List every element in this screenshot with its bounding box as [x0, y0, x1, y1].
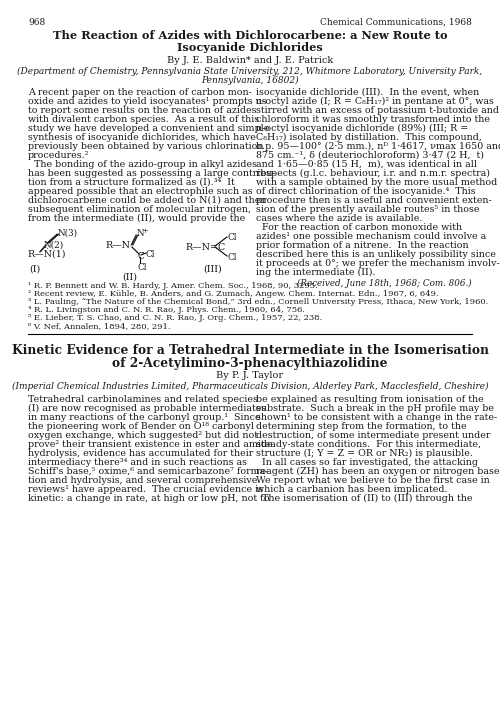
Text: the pioneering work of Bender on O¹⁸ carbonyl: the pioneering work of Bender on O¹⁸ car…: [28, 422, 254, 431]
Text: appeared possible that an electrophile such as: appeared possible that an electrophile s…: [28, 187, 252, 196]
Text: Cl: Cl: [146, 250, 156, 259]
Text: By P. J. Taylor: By P. J. Taylor: [216, 371, 284, 380]
Text: n-octyl azide (I; R = C₈H₁₇)² in pentane at 0°, was: n-octyl azide (I; R = C₈H₁₇)² in pentane…: [256, 97, 494, 106]
Text: in many reactions of the carbonyl group.¹  Since: in many reactions of the carbonyl group.…: [28, 413, 260, 422]
Text: (Department of Chemistry, Pennsylvania State University, 212, Whitmore Laborator: (Department of Chemistry, Pennsylvania S…: [18, 67, 482, 76]
Text: reagent (ZH) has been an oxygen or nitrogen base.: reagent (ZH) has been an oxygen or nitro…: [256, 467, 500, 476]
Text: it proceeds at 0°; we prefer the mechanism involv-: it proceeds at 0°; we prefer the mechani…: [256, 259, 500, 268]
Text: synthesis of isocyanide dichlorides, which have: synthesis of isocyanide dichlorides, whi…: [28, 133, 256, 142]
Text: The bonding of the azido-group in alkyl azides: The bonding of the azido-group in alkyl …: [28, 160, 257, 169]
Text: from the intermediate (II), would provide the: from the intermediate (II), would provid…: [28, 214, 245, 223]
Text: (I): (I): [30, 265, 40, 274]
Text: Pennsylvania, 16802): Pennsylvania, 16802): [201, 76, 299, 85]
Text: of direct chlorination of the isocyanide.⁴  This: of direct chlorination of the isocyanide…: [256, 187, 476, 196]
Text: n-octyl isocyanide dichloride (89%) (III; R =: n-octyl isocyanide dichloride (89%) (III…: [256, 124, 468, 133]
Text: 875 cm.⁻¹, δ (deuteriochloroform) 3·47 (2 H,  t): 875 cm.⁻¹, δ (deuteriochloroform) 3·47 (…: [256, 151, 484, 160]
Text: +: +: [142, 227, 148, 235]
Text: Kinetic Evidence for a Tetrahedral Intermediate in the Isomerisation: Kinetic Evidence for a Tetrahedral Inter…: [12, 344, 488, 357]
Text: tion and hydrolysis, and several comprehensive: tion and hydrolysis, and several compreh…: [28, 476, 258, 485]
Text: Tetrahedral carbinolamines and related species: Tetrahedral carbinolamines and related s…: [28, 395, 258, 404]
Text: previously been obtained by various chlorination: previously been obtained by various chlo…: [28, 142, 264, 151]
Text: ¹ R. P. Bennett and W. B. Hardy, J. Amer. Chem. Soc., 1968, 90, 3295.: ¹ R. P. Bennett and W. B. Hardy, J. Amer…: [28, 282, 318, 290]
Text: By J. E. Baldwin* and J. E. Patrick: By J. E. Baldwin* and J. E. Patrick: [167, 56, 333, 65]
Text: stirred with an excess of potassium t-butoxide and: stirred with an excess of potassium t-bu…: [256, 106, 499, 115]
Text: structure (I; Y = Z = OR or NR₂) is plausible.: structure (I; Y = Z = OR or NR₂) is plau…: [256, 449, 473, 458]
Text: with a sample obtained by the more usual method: with a sample obtained by the more usual…: [256, 178, 497, 187]
Text: In all cases so far investigated, the attacking: In all cases so far investigated, the at…: [256, 458, 478, 467]
Text: prior formation of a nitrene.  In the reaction: prior formation of a nitrene. In the rea…: [256, 241, 468, 250]
Text: and 1·65—0·85 (15 H,  m), was identical in all: and 1·65—0·85 (15 H, m), was identical i…: [256, 160, 477, 169]
Text: R—N=C: R—N=C: [185, 243, 225, 252]
Text: Schiff's base,⁵ oxime,⁶ and semicarbazone⁷ forma-: Schiff's base,⁵ oxime,⁶ and semicarbazon…: [28, 467, 268, 476]
Text: (Received, June 18th, 1968; Com. 806.): (Received, June 18th, 1968; Com. 806.): [298, 279, 472, 288]
Text: 968: 968: [28, 18, 45, 27]
Text: oxygen exchange, which suggested² but did not: oxygen exchange, which suggested² but di…: [28, 431, 258, 440]
Text: isocyanide dichloride (III).  In the event, when: isocyanide dichloride (III). In the even…: [256, 88, 479, 97]
Text: ⁶ V. Nef, Annalen, 1894, 280, 291.: ⁶ V. Nef, Annalen, 1894, 280, 291.: [28, 322, 171, 330]
Text: azides¹ one possible mechanism could involve a: azides¹ one possible mechanism could inv…: [256, 232, 486, 241]
Text: described here this is an unlikely possibility since: described here this is an unlikely possi…: [256, 250, 496, 259]
Text: oxide and azides to yield isocyanates¹ prompts us: oxide and azides to yield isocyanates¹ p…: [28, 97, 266, 106]
Text: sion of the presently available routes⁵ in those: sion of the presently available routes⁵ …: [256, 205, 480, 214]
Text: prove² their transient existence in ester and amide: prove² their transient existence in este…: [28, 440, 272, 449]
Text: C̅: C̅: [137, 252, 144, 261]
Text: destruction, of some intermediate present under: destruction, of some intermediate presen…: [256, 431, 490, 440]
Text: intermediacy there³⁴ and in such reactions as: intermediacy there³⁴ and in such reactio…: [28, 458, 247, 467]
Text: reviews¹ have appeared.  The crucial evidence is: reviews¹ have appeared. The crucial evid…: [28, 485, 263, 494]
Text: kinetic: a change in rate, at high or low pH, not to: kinetic: a change in rate, at high or lo…: [28, 494, 270, 503]
Text: Isocyanide Dichlorides: Isocyanide Dichlorides: [177, 42, 323, 53]
Text: N(3): N(3): [58, 229, 78, 238]
Text: ing the intermediate (II).: ing the intermediate (II).: [256, 268, 376, 277]
Text: ⁵ E. Lieber, T. S. Chao, and C. N. R. Rao, J. Org. Chem., 1957, 22, 238.: ⁵ E. Lieber, T. S. Chao, and C. N. R. Ra…: [28, 314, 322, 322]
Text: which a carbanion has been implicated.: which a carbanion has been implicated.: [256, 485, 448, 494]
Text: A recent paper on the reaction of carbon mon-: A recent paper on the reaction of carbon…: [28, 88, 252, 97]
Text: The Reaction of Azides with Dichlorocarbene: a New Route to: The Reaction of Azides with Dichlorocarb…: [52, 30, 448, 41]
Text: procedure then is a useful and convenient exten-: procedure then is a useful and convenien…: [256, 196, 492, 205]
Text: determining step from the formation, to the: determining step from the formation, to …: [256, 422, 466, 431]
Text: C₈H₁₇) isolated by distillation.  This compound,: C₈H₁₇) isolated by distillation. This co…: [256, 133, 482, 142]
Text: of 2-Acetylimino-3-phenacylthiazolidine: of 2-Acetylimino-3-phenacylthiazolidine: [112, 357, 388, 370]
Text: For the reaction of carbon monoxide with: For the reaction of carbon monoxide with: [256, 223, 462, 232]
Text: to report some results on the reaction of azides: to report some results on the reaction o…: [28, 106, 256, 115]
Text: Chemical Communications, 1968: Chemical Communications, 1968: [320, 18, 472, 27]
Text: Cl: Cl: [137, 263, 146, 272]
Text: subsequent elimination of molecular nitrogen,: subsequent elimination of molecular nitr…: [28, 205, 251, 214]
Text: substrate.  Such a break in the pH profile may be: substrate. Such a break in the pH profil…: [256, 404, 494, 413]
Text: study we have developed a convenient and simple: study we have developed a convenient and…: [28, 124, 270, 133]
Text: Cl: Cl: [227, 233, 236, 242]
Text: We report what we believe to be the first case in: We report what we believe to be the firs…: [256, 476, 490, 485]
Text: ² Recent review, E. Kühle, B. Anders, and G. Zumach, Angew. Chem. Internat. Edn.: ² Recent review, E. Kühle, B. Anders, an…: [28, 290, 438, 298]
Text: ⁴ R. L. Livingston and C. N. R. Rao, J. Phys. Chem., 1960, 64, 756.: ⁴ R. L. Livingston and C. N. R. Rao, J. …: [28, 306, 305, 314]
Text: has been suggested as possessing a large contribu-: has been suggested as possessing a large…: [28, 169, 276, 178]
Text: (II): (II): [122, 273, 138, 282]
Text: R—N: R—N: [105, 241, 130, 250]
Text: N: N: [137, 229, 144, 238]
Text: respects (g.l.c. behaviour, i.r. and n.m.r. spectra): respects (g.l.c. behaviour, i.r. and n.m…: [256, 169, 490, 178]
Text: steady-state conditions.  For this intermediate,: steady-state conditions. For this interm…: [256, 440, 481, 449]
Text: dichlorocarbene could be added to N(1) and then: dichlorocarbene could be added to N(1) a…: [28, 196, 266, 205]
Text: cases where the azide is available.: cases where the azide is available.: [256, 214, 422, 223]
Text: b.p. 95—100° (2·5 mm.), nᴰ 1·4617, νmax 1650 and: b.p. 95—100° (2·5 mm.), nᴰ 1·4617, νmax …: [256, 142, 500, 151]
Text: The isomerisation of (II) to (III) through the: The isomerisation of (II) to (III) throu…: [256, 494, 472, 503]
Text: chloroform it was smoothly transformed into the: chloroform it was smoothly transformed i…: [256, 115, 490, 124]
Text: (Imperial Chemical Industries Limited, Pharmaceuticals Division, Alderley Park, : (Imperial Chemical Industries Limited, P…: [12, 382, 488, 391]
Text: N(2): N(2): [44, 241, 64, 250]
Text: with divalent carbon species.  As a result of this: with divalent carbon species. As a resul…: [28, 115, 259, 124]
Text: procedures.²: procedures.²: [28, 151, 90, 160]
Text: (I) are now recognised as probable intermediates: (I) are now recognised as probable inter…: [28, 404, 266, 413]
Text: shown¹ to be consistent with a change in the rate-: shown¹ to be consistent with a change in…: [256, 413, 497, 422]
Text: hydrolysis, evidence has accumulated for their: hydrolysis, evidence has accumulated for…: [28, 449, 254, 458]
Text: tion from a structure formalized as (I).³⁴  It: tion from a structure formalized as (I).…: [28, 178, 235, 187]
Text: Cl: Cl: [227, 253, 236, 262]
Text: R—Ṅ(1): R—Ṅ(1): [28, 249, 66, 259]
Text: be explained as resulting from ionisation of the: be explained as resulting from ionisatio…: [256, 395, 484, 404]
Text: (III): (III): [204, 265, 223, 274]
Text: ³ L. Pauling, “The Nature of the Chemical Bond,” 3rd edn., Cornell University Pr: ³ L. Pauling, “The Nature of the Chemica…: [28, 298, 488, 306]
